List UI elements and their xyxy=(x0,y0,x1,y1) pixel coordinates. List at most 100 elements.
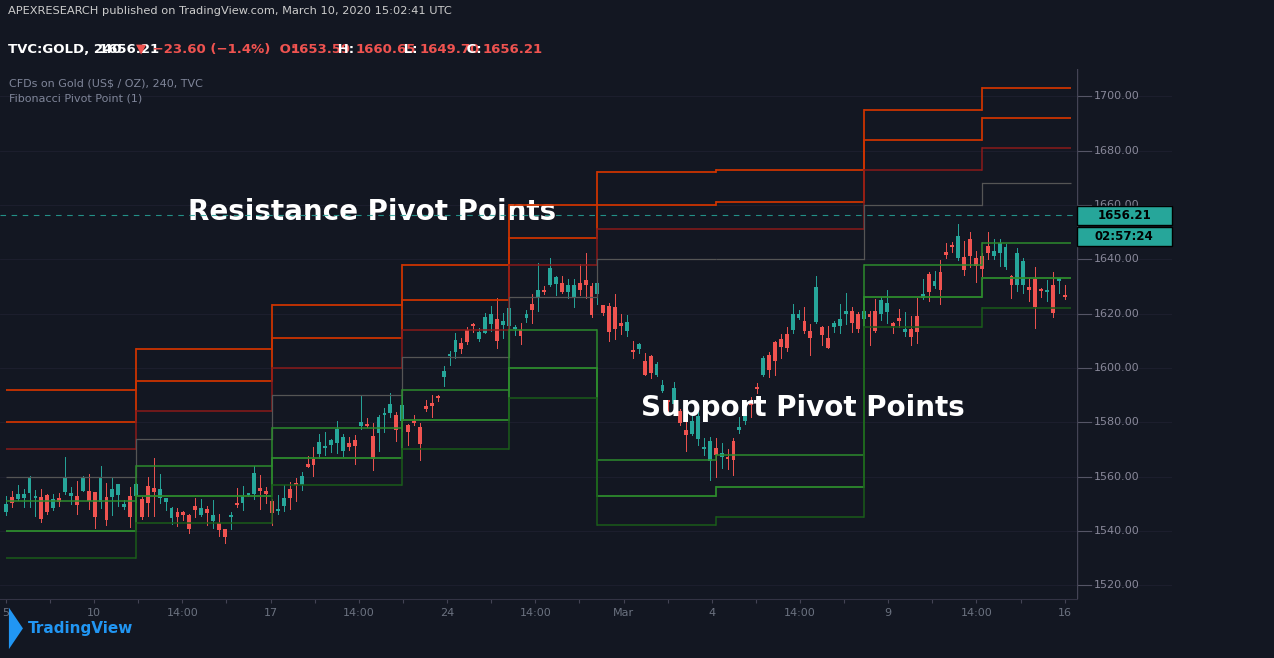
Bar xyxy=(957,236,961,259)
Bar xyxy=(436,396,440,399)
Bar xyxy=(554,278,558,284)
Bar xyxy=(643,361,647,374)
Bar xyxy=(28,478,32,493)
Bar xyxy=(696,417,699,439)
Bar xyxy=(619,323,623,326)
Text: Fibonacci Pivot Point (1): Fibonacci Pivot Point (1) xyxy=(9,93,141,103)
Bar xyxy=(116,484,120,495)
Bar xyxy=(288,488,292,497)
Bar xyxy=(832,324,836,327)
Bar xyxy=(713,447,717,455)
Bar xyxy=(147,486,150,503)
Bar xyxy=(1040,289,1043,291)
Text: Support Pivot Points: Support Pivot Points xyxy=(641,394,964,422)
Bar xyxy=(785,334,789,349)
Text: 1680.00: 1680.00 xyxy=(1093,145,1139,155)
Bar xyxy=(324,446,327,448)
Bar xyxy=(975,258,978,266)
Bar xyxy=(46,495,50,512)
Bar xyxy=(264,492,268,494)
Bar xyxy=(939,272,943,290)
Text: 1580.00: 1580.00 xyxy=(1093,417,1139,427)
Bar xyxy=(986,246,990,253)
Bar xyxy=(1033,280,1037,307)
Bar xyxy=(478,332,482,340)
FancyBboxPatch shape xyxy=(1077,206,1172,225)
Bar xyxy=(761,358,764,375)
Bar xyxy=(418,426,422,444)
Bar xyxy=(259,488,262,491)
Bar xyxy=(702,447,706,449)
Bar xyxy=(530,304,534,311)
Bar xyxy=(885,303,889,312)
Bar xyxy=(57,499,61,501)
Bar xyxy=(655,364,659,374)
Bar xyxy=(868,315,871,316)
Bar xyxy=(998,243,1001,253)
Text: 1656.21: 1656.21 xyxy=(483,43,543,56)
Bar xyxy=(181,513,185,515)
Bar xyxy=(377,417,381,433)
Bar xyxy=(577,282,582,290)
Bar xyxy=(75,496,79,505)
Bar xyxy=(601,305,605,313)
Bar xyxy=(968,239,972,257)
Bar xyxy=(187,515,191,529)
Bar xyxy=(429,403,433,406)
Bar xyxy=(962,257,966,270)
Bar xyxy=(897,318,901,321)
Bar xyxy=(908,328,913,337)
Bar xyxy=(525,315,529,318)
Bar xyxy=(69,493,73,496)
Bar xyxy=(536,290,540,297)
Bar xyxy=(152,488,155,492)
Bar xyxy=(856,315,860,328)
Bar xyxy=(767,355,771,370)
Bar xyxy=(803,321,806,332)
Bar xyxy=(442,371,446,376)
Bar xyxy=(276,509,280,511)
Text: 1520.00: 1520.00 xyxy=(1093,580,1139,590)
Bar xyxy=(796,315,800,318)
Bar xyxy=(359,422,363,426)
Bar xyxy=(980,255,984,269)
Text: 1700.00: 1700.00 xyxy=(1093,91,1139,101)
Bar xyxy=(850,311,854,322)
Bar xyxy=(335,429,339,443)
Bar xyxy=(726,457,730,459)
Bar xyxy=(809,331,813,338)
Bar xyxy=(950,245,954,247)
Bar xyxy=(1063,295,1066,297)
Bar xyxy=(773,342,777,361)
Bar xyxy=(921,294,925,298)
Bar xyxy=(874,311,878,331)
Bar xyxy=(1045,290,1049,292)
Text: ▼: ▼ xyxy=(136,43,147,56)
Text: −23.60 (−1.4%)  O:: −23.60 (−1.4%) O: xyxy=(148,43,296,56)
Text: APEXRESEARCH published on TradingView.com, March 10, 2020 15:02:41 UTC: APEXRESEARCH published on TradingView.co… xyxy=(8,5,451,16)
Bar xyxy=(843,311,847,314)
Bar xyxy=(122,505,126,507)
Bar xyxy=(595,284,599,294)
Bar xyxy=(87,492,90,501)
Bar xyxy=(660,386,665,392)
Text: 02:57:24: 02:57:24 xyxy=(1094,230,1154,243)
Bar xyxy=(494,319,499,341)
Bar xyxy=(98,477,102,503)
Bar xyxy=(389,404,392,413)
Bar xyxy=(395,415,399,430)
Bar xyxy=(51,499,55,508)
Bar xyxy=(583,280,587,285)
Bar xyxy=(282,497,285,506)
Bar xyxy=(512,327,516,329)
Bar xyxy=(838,318,842,326)
Polygon shape xyxy=(9,608,23,649)
Bar xyxy=(755,387,759,389)
Text: 1660.65: 1660.65 xyxy=(355,43,415,56)
Bar xyxy=(15,494,19,499)
Bar xyxy=(749,403,753,405)
Bar xyxy=(246,493,251,495)
Bar xyxy=(678,411,682,423)
Bar xyxy=(944,253,948,255)
Bar xyxy=(306,465,310,467)
